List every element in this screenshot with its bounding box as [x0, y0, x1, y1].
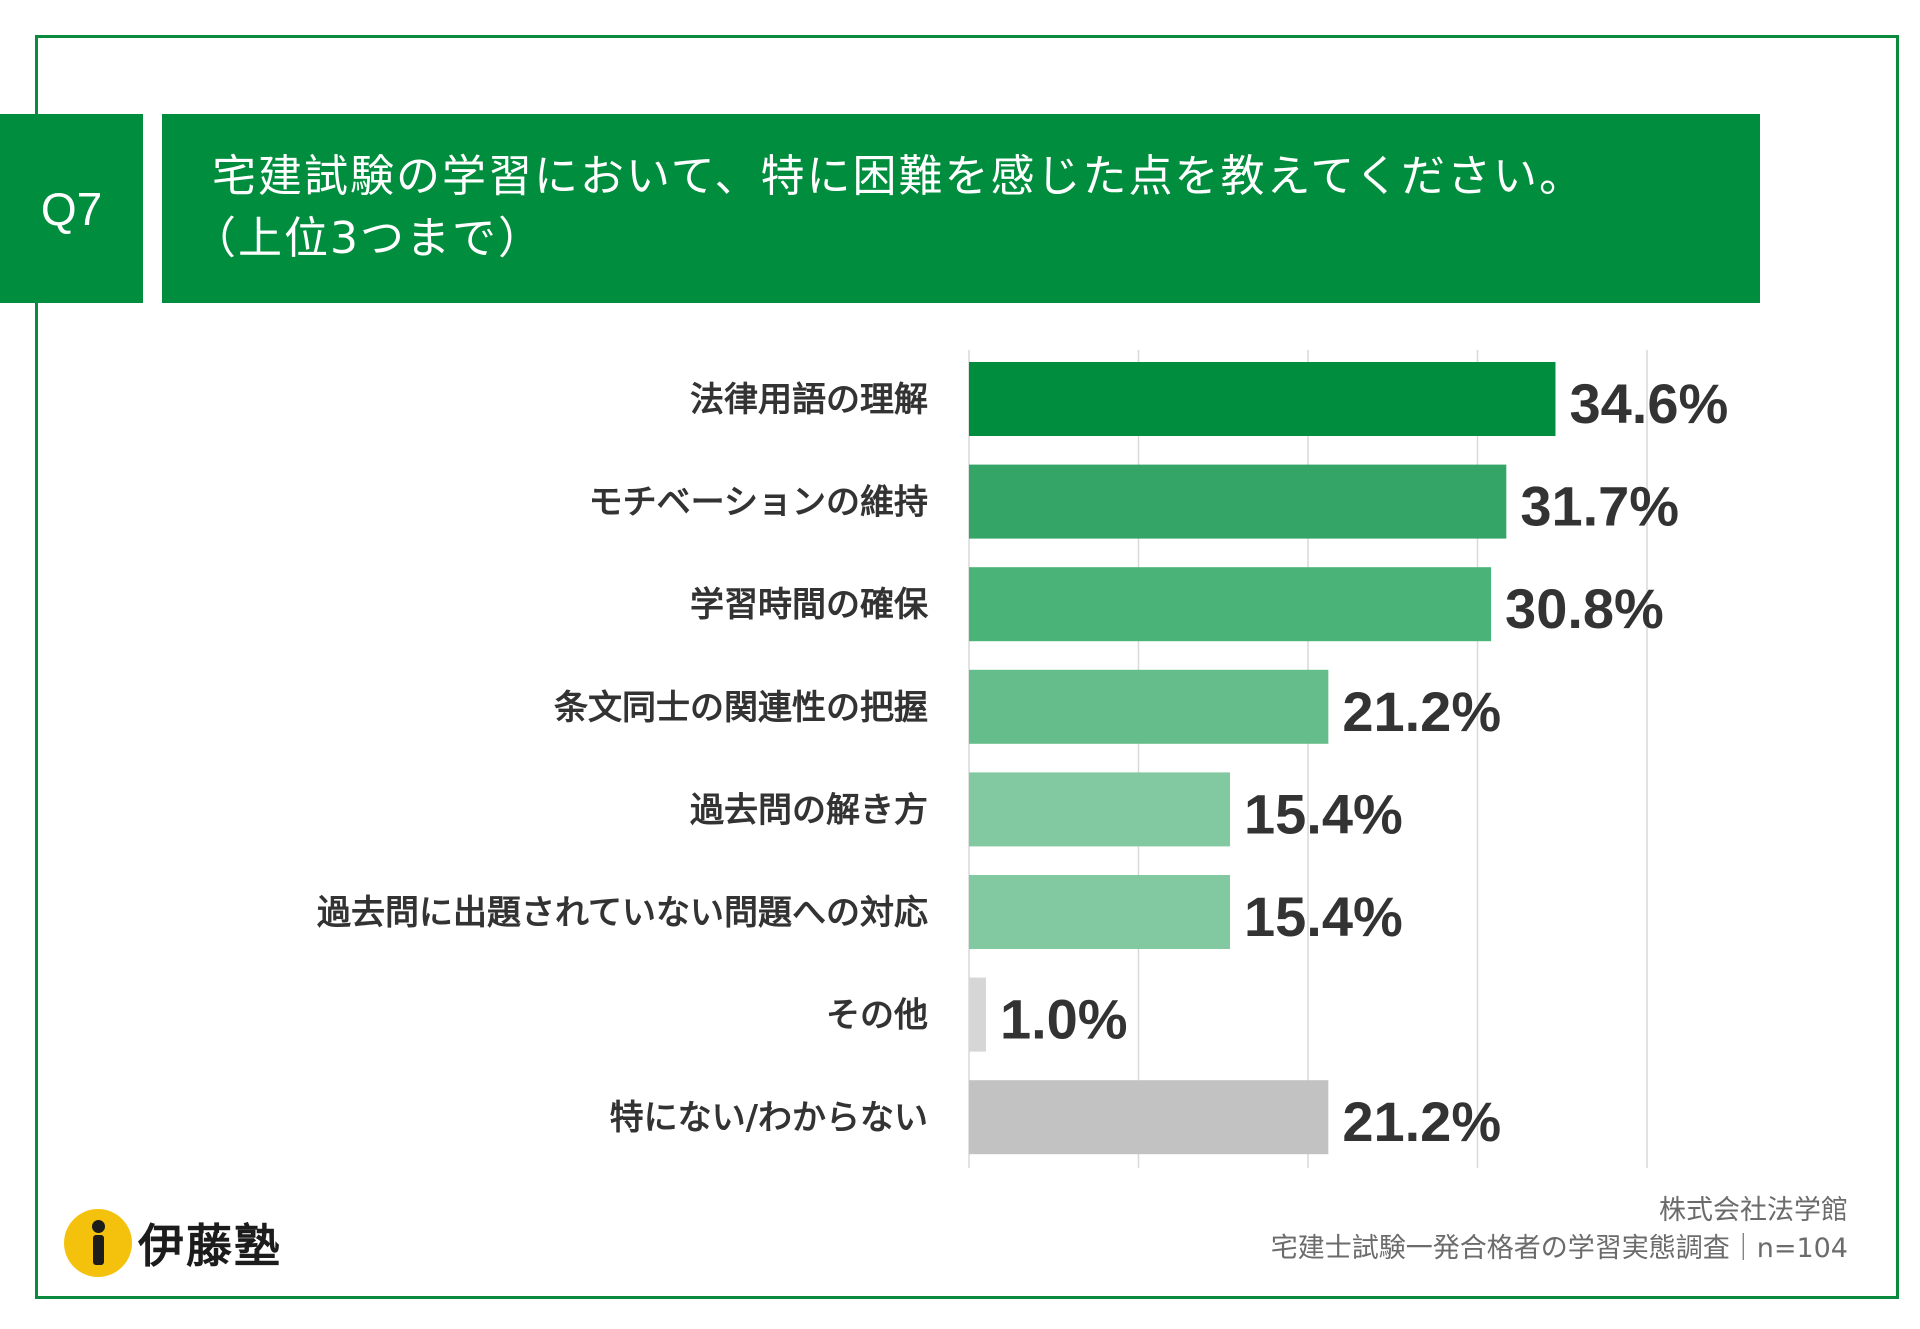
question-title-banner: 宅建試験の学習において、特に困難を感じた点を教えてください。 （上位3つまで）: [162, 114, 1760, 303]
category-label: その他: [826, 996, 928, 1036]
data-label: 15.4%: [1244, 782, 1403, 845]
bar: [969, 567, 1492, 642]
bar: [969, 875, 1231, 949]
data-label: 34.6%: [1569, 372, 1728, 435]
data-label: 31.7%: [1520, 475, 1679, 538]
data-label: 30.8%: [1505, 577, 1664, 640]
company-logo: 伊藤塾: [64, 1208, 282, 1278]
bar: [969, 977, 986, 1052]
bar: [969, 362, 1556, 436]
source-survey: 宅建士試験一発合格者の学習実態調査｜n=104: [1270, 1233, 1848, 1264]
category-label: 学習時間の確保: [690, 585, 929, 625]
question-number: Q7: [40, 182, 103, 235]
data-label: 21.2%: [1342, 1090, 1501, 1153]
category-label: 過去問の解き方: [690, 790, 928, 830]
question-title: 宅建試験の学習において、特に困難を感じた点を教えてください。: [212, 151, 1585, 202]
logo-text: 伊藤塾: [138, 1219, 282, 1273]
info-i-icon: [64, 1209, 132, 1277]
category-label: 法律用語の理解: [690, 380, 928, 420]
bar: [969, 1080, 1329, 1155]
chart-frame: [35, 35, 1899, 1299]
category-label: 特にない/わからない: [610, 1098, 928, 1138]
bar: [969, 464, 1507, 539]
bar: [969, 669, 1329, 744]
question-number-badge: Q7: [0, 114, 143, 303]
category-label: 過去問に出題されていない問題への対応: [317, 893, 928, 933]
data-label: 21.2%: [1342, 680, 1501, 743]
data-label: 15.4%: [1244, 885, 1403, 948]
category-label: モチベーションの維持: [589, 483, 928, 523]
source-note: 株式会社法学館 宅建士試験一発合格者の学習実態調査｜n=104: [1271, 1192, 1848, 1268]
category-label: 条文同士の関連性の把握: [554, 688, 928, 728]
bar: [969, 772, 1231, 847]
data-label: 1.0%: [1000, 988, 1128, 1051]
question-subtitle: （上位3つまで）: [192, 213, 544, 264]
source-company: 株式会社法学館: [1659, 1195, 1848, 1226]
